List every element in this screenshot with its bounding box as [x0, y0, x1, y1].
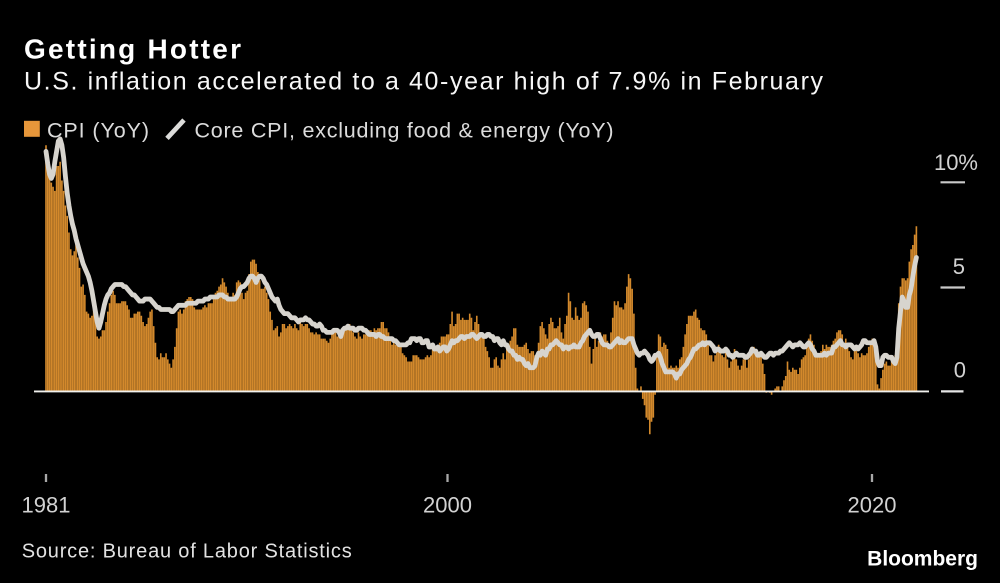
svg-text:5: 5 [953, 254, 965, 279]
svg-text:Core CPI, excluding food & ene: Core CPI, excluding food & energy (YoY) [195, 119, 614, 143]
svg-text:U.S. inflation accelerated to: U.S. inflation accelerated to a 40-year … [24, 67, 823, 95]
svg-text:Getting Hotter: Getting Hotter [24, 34, 241, 65]
svg-text:CPI (YoY): CPI (YoY) [47, 119, 149, 143]
svg-text:10%: 10% [934, 150, 978, 175]
svg-text:2020: 2020 [848, 493, 897, 518]
svg-text:1981: 1981 [22, 493, 71, 518]
svg-text:2000: 2000 [423, 493, 472, 518]
svg-text:Source: Bureau of Labor Statis: Source: Bureau of Labor Statistics [22, 541, 352, 563]
svg-text:Bloomberg: Bloomberg [867, 547, 978, 570]
svg-text:0: 0 [954, 358, 966, 383]
